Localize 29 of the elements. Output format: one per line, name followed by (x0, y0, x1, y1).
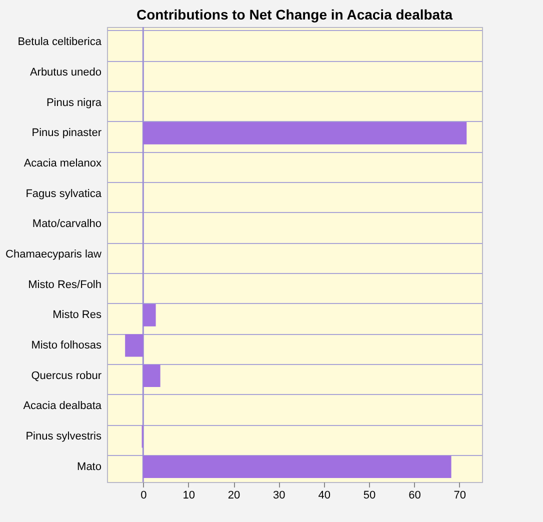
x-tick-label: 0 (140, 490, 147, 502)
y-tick-label: Betula celtiberica (18, 36, 102, 48)
x-tick-label: 60 (408, 490, 421, 502)
y-tick-label: Misto Res/Folh (28, 278, 102, 291)
bar (143, 456, 452, 478)
y-tick-label: Misto folhosas (31, 340, 102, 352)
y-tick-label: Acacia dealbata (23, 400, 102, 412)
y-tick-label: Pinus pinaster (32, 127, 102, 140)
y-tick-label: Chamaecyparis law (6, 248, 102, 260)
x-tick-label: 30 (273, 490, 286, 502)
x-tick-label: 40 (318, 490, 330, 502)
x-tick-label: 50 (363, 490, 376, 502)
y-tick-label: Misto Res (52, 309, 102, 322)
x-tick-label: 70 (454, 490, 466, 502)
x-tick-label: 10 (182, 490, 195, 502)
bar (125, 334, 144, 357)
bar (143, 364, 160, 388)
chart-title: Contributions to Net Change in Acacia dealbata (136, 6, 453, 22)
y-tick-label: Fagus sylvatica (26, 188, 102, 200)
y-tick-label: Mato/carvalho (32, 218, 102, 230)
x-tick-label: 20 (228, 490, 240, 502)
y-tick-label: Pinus nigra (46, 96, 102, 109)
y-tick-label: Arbutus unedo (30, 66, 102, 78)
bar (143, 304, 156, 326)
y-tick-label: Quercus robur (31, 370, 102, 382)
y-tick-label: Pinus sylvestris (26, 430, 102, 442)
y-tick-label: Mato (77, 460, 102, 473)
bar (143, 122, 467, 144)
y-tick-label: Acacia melanox (24, 158, 102, 170)
